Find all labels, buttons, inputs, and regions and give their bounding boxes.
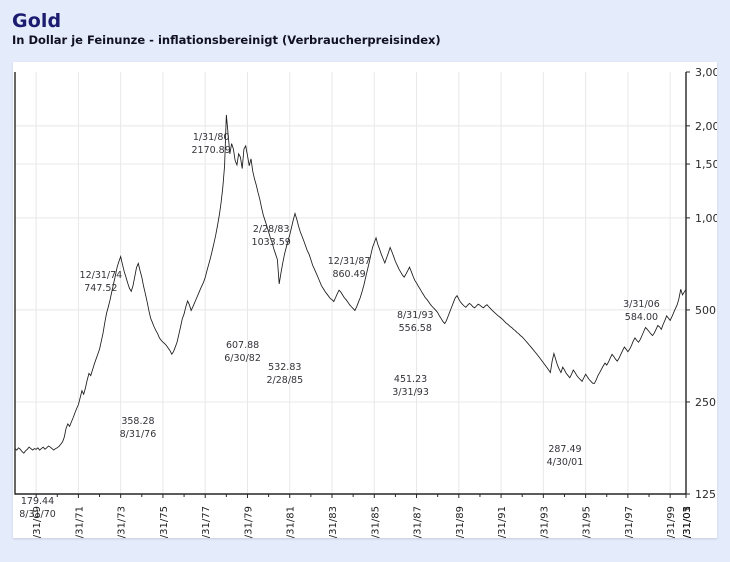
axes (14, 71, 690, 498)
x-axis-tick-label: 12/31/73 (117, 506, 128, 538)
y-axis-tick-label: 2,000 (695, 120, 717, 133)
annotation-line-1: 3/31/06 (623, 299, 660, 310)
annotation-line-1: 607.88 (226, 340, 259, 351)
x-axis-tick-label: 12/31/81 (286, 506, 297, 538)
annotation-line-2: 2170.89 (191, 145, 230, 156)
x-axis-tick-labels: 12/31/69 12/31/71 12/31/73 12/31/75 12/31/77… (32, 506, 693, 538)
x-axis-tick-label: 12/31/99 (666, 506, 677, 538)
x-axis-tick-label: 12/31/69 (32, 506, 43, 538)
y-axis-tick-labels: 3,000 2,000 1,500 1,000 500 250 125 (695, 66, 717, 501)
chart-card: 3,0002,0001,5001,000500250125 12/31/6912… (13, 62, 717, 538)
annotation-line-1: 287.49 (548, 444, 581, 455)
y-axis-tick-label: 500 (695, 304, 716, 317)
annotation-line-1: 358.28 (121, 416, 154, 427)
series-line-gold (14, 114, 687, 454)
y-axis-tick-label: 1,000 (695, 212, 717, 225)
annotation-line-1: 2/28/83 (253, 224, 290, 235)
plot-area: 3,0002,0001,5001,000500250125 12/31/6912… (13, 62, 717, 538)
annotation-line-2: 4/30/01 (547, 457, 584, 468)
annotation-line-2: 2/28/85 (266, 375, 303, 386)
x-axis-tick-label: 12/31/87 (413, 506, 424, 538)
x-axis-tick-label: 12/31/71 (74, 506, 85, 538)
annotation-line-1: 451.23 (394, 374, 427, 385)
y-axis-tick-label: 125 (695, 488, 716, 501)
annotation-line-1: 12/31/74 (80, 270, 123, 281)
axis-frame (14, 72, 687, 495)
chart-header: Gold In Dollar je Feinunze - inflationsb… (12, 10, 712, 48)
annotation-line-1: 8/31/93 (397, 310, 434, 321)
annotation-line-1: 179.44 (21, 496, 54, 507)
annotation-line-2: 747.52 (84, 283, 117, 294)
annotation-line-2: 584.00 (625, 312, 658, 323)
x-axis-tick-label: 12/31/93 (539, 506, 550, 538)
page-subtitle: In Dollar je Feinunze - inflationsberein… (12, 33, 441, 47)
x-axis-tick-label: 12/31/77 (201, 506, 212, 538)
gold-price-chart: 3,0002,0001,5001,000500250125 12/31/6912… (14, 66, 717, 538)
x-axis-tick-label: 12/31/05 (682, 506, 693, 538)
annotation-line-2: 556.58 (399, 323, 432, 334)
x-axis-tick-label: 12/31/89 (455, 506, 466, 538)
annotation-line-2: 3/31/93 (392, 387, 429, 398)
annotation-line-1: 532.83 (268, 362, 301, 373)
x-axis-tick-label: 12/31/95 (582, 506, 593, 538)
x-axis-tick-label: 12/31/85 (370, 506, 381, 538)
y-axis-tick-label: 3,000 (695, 66, 717, 79)
x-axis-tick-label: 12/31/01 (682, 506, 693, 538)
x-axis-tick-label: 12/31/03 (682, 506, 693, 538)
page-title: Gold (12, 10, 62, 32)
data-annotations: 179.44 8/31/70 12/31/74 747.52 358.28 8/31/76… (19, 132, 660, 520)
y-axis-tick-label: 250 (695, 396, 716, 409)
annotation-line-1: 12/31/87 (328, 256, 371, 267)
series-lines (14, 114, 687, 454)
annotation-line-2: 1033.59 (252, 237, 291, 248)
annotation-line-2: 8/31/76 (120, 429, 157, 440)
annotation-line-1: 1/31/80 (193, 132, 230, 143)
y-axis-tick-label: 1,500 (695, 158, 717, 171)
x-axis-tick-label: 12/31/91 (497, 506, 508, 538)
annotation-line-2: 860.49 (332, 269, 365, 280)
annotation-line-2: 8/31/70 (19, 509, 56, 520)
x-axis-tick-label: 12/31/79 (243, 506, 254, 538)
x-axis-tick-label: 12/31/97 (624, 506, 635, 538)
x-axis-tick-label: 12/31/83 (328, 506, 339, 538)
annotation-line-2: 6/30/82 (224, 353, 261, 364)
x-axis-tick-label: 12/31/75 (159, 506, 170, 538)
